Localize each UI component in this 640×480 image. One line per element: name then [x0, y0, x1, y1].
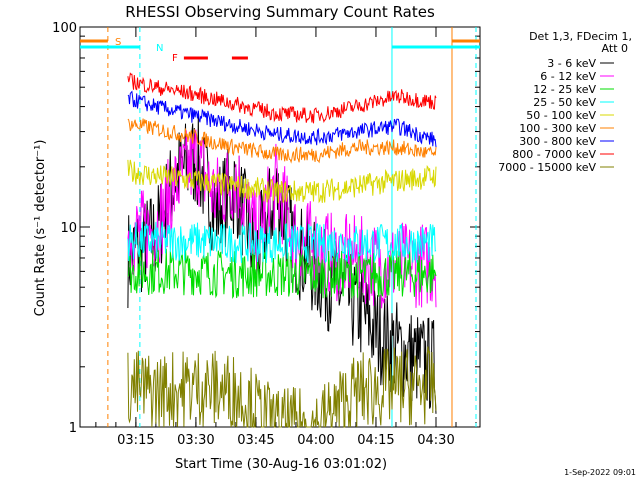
y-tick-label: 1 — [69, 421, 77, 436]
footer-date: 1-Sep-2022 09:01 — [564, 468, 636, 477]
series-line — [127, 221, 437, 264]
x-tick-label: 04:00 — [297, 433, 334, 448]
legend-header-line-1: Det 1,3, FDecim 1, — [529, 30, 632, 43]
y-tick-label: 100 — [52, 21, 77, 36]
legend-label: 800 - 7000 keV — [512, 148, 596, 161]
flare-flag-label: F — [172, 53, 178, 64]
x-tick-label: 04:15 — [357, 433, 394, 448]
x-tick-label: 03:15 — [117, 433, 154, 448]
series-line — [127, 346, 437, 428]
y-tick-label: 10 — [60, 221, 77, 236]
legend-label: 100 - 300 keV — [519, 122, 596, 135]
chart-title: RHESSI Observing Summary Count Rates — [125, 3, 435, 21]
legend-label: 50 - 100 keV — [526, 109, 596, 122]
legend-label: 12 - 25 keV — [533, 83, 596, 96]
series-line — [127, 72, 437, 124]
saa-flag-label: S — [115, 37, 121, 48]
night-flag-label: N — [156, 43, 163, 54]
y-axis-label: Count Rate (s⁻¹ detector⁻¹) — [33, 140, 48, 317]
legend-label: 3 - 6 keV — [547, 57, 596, 70]
x-tick-label: 03:45 — [237, 433, 274, 448]
x-tick-label: 03:30 — [177, 433, 214, 448]
legend-label: 300 - 800 keV — [519, 135, 596, 148]
legend-label: 6 - 12 keV — [540, 70, 596, 83]
x-axis-label: Start Time (30-Aug-16 03:01:02) — [175, 457, 387, 472]
legend-header-line-2: Att 0 — [602, 42, 628, 55]
series-line — [127, 90, 437, 148]
legend-label: 25 - 50 keV — [533, 96, 596, 109]
series-line — [127, 159, 437, 204]
x-tick-label: 04:30 — [417, 433, 454, 448]
legend-label: 7000 - 15000 keV — [498, 161, 596, 174]
plot-area: 03:15 03:30 03:45 04:00 04:15 04:30 1 10 100 S NF — [52, 21, 481, 448]
series-line — [127, 118, 437, 164]
